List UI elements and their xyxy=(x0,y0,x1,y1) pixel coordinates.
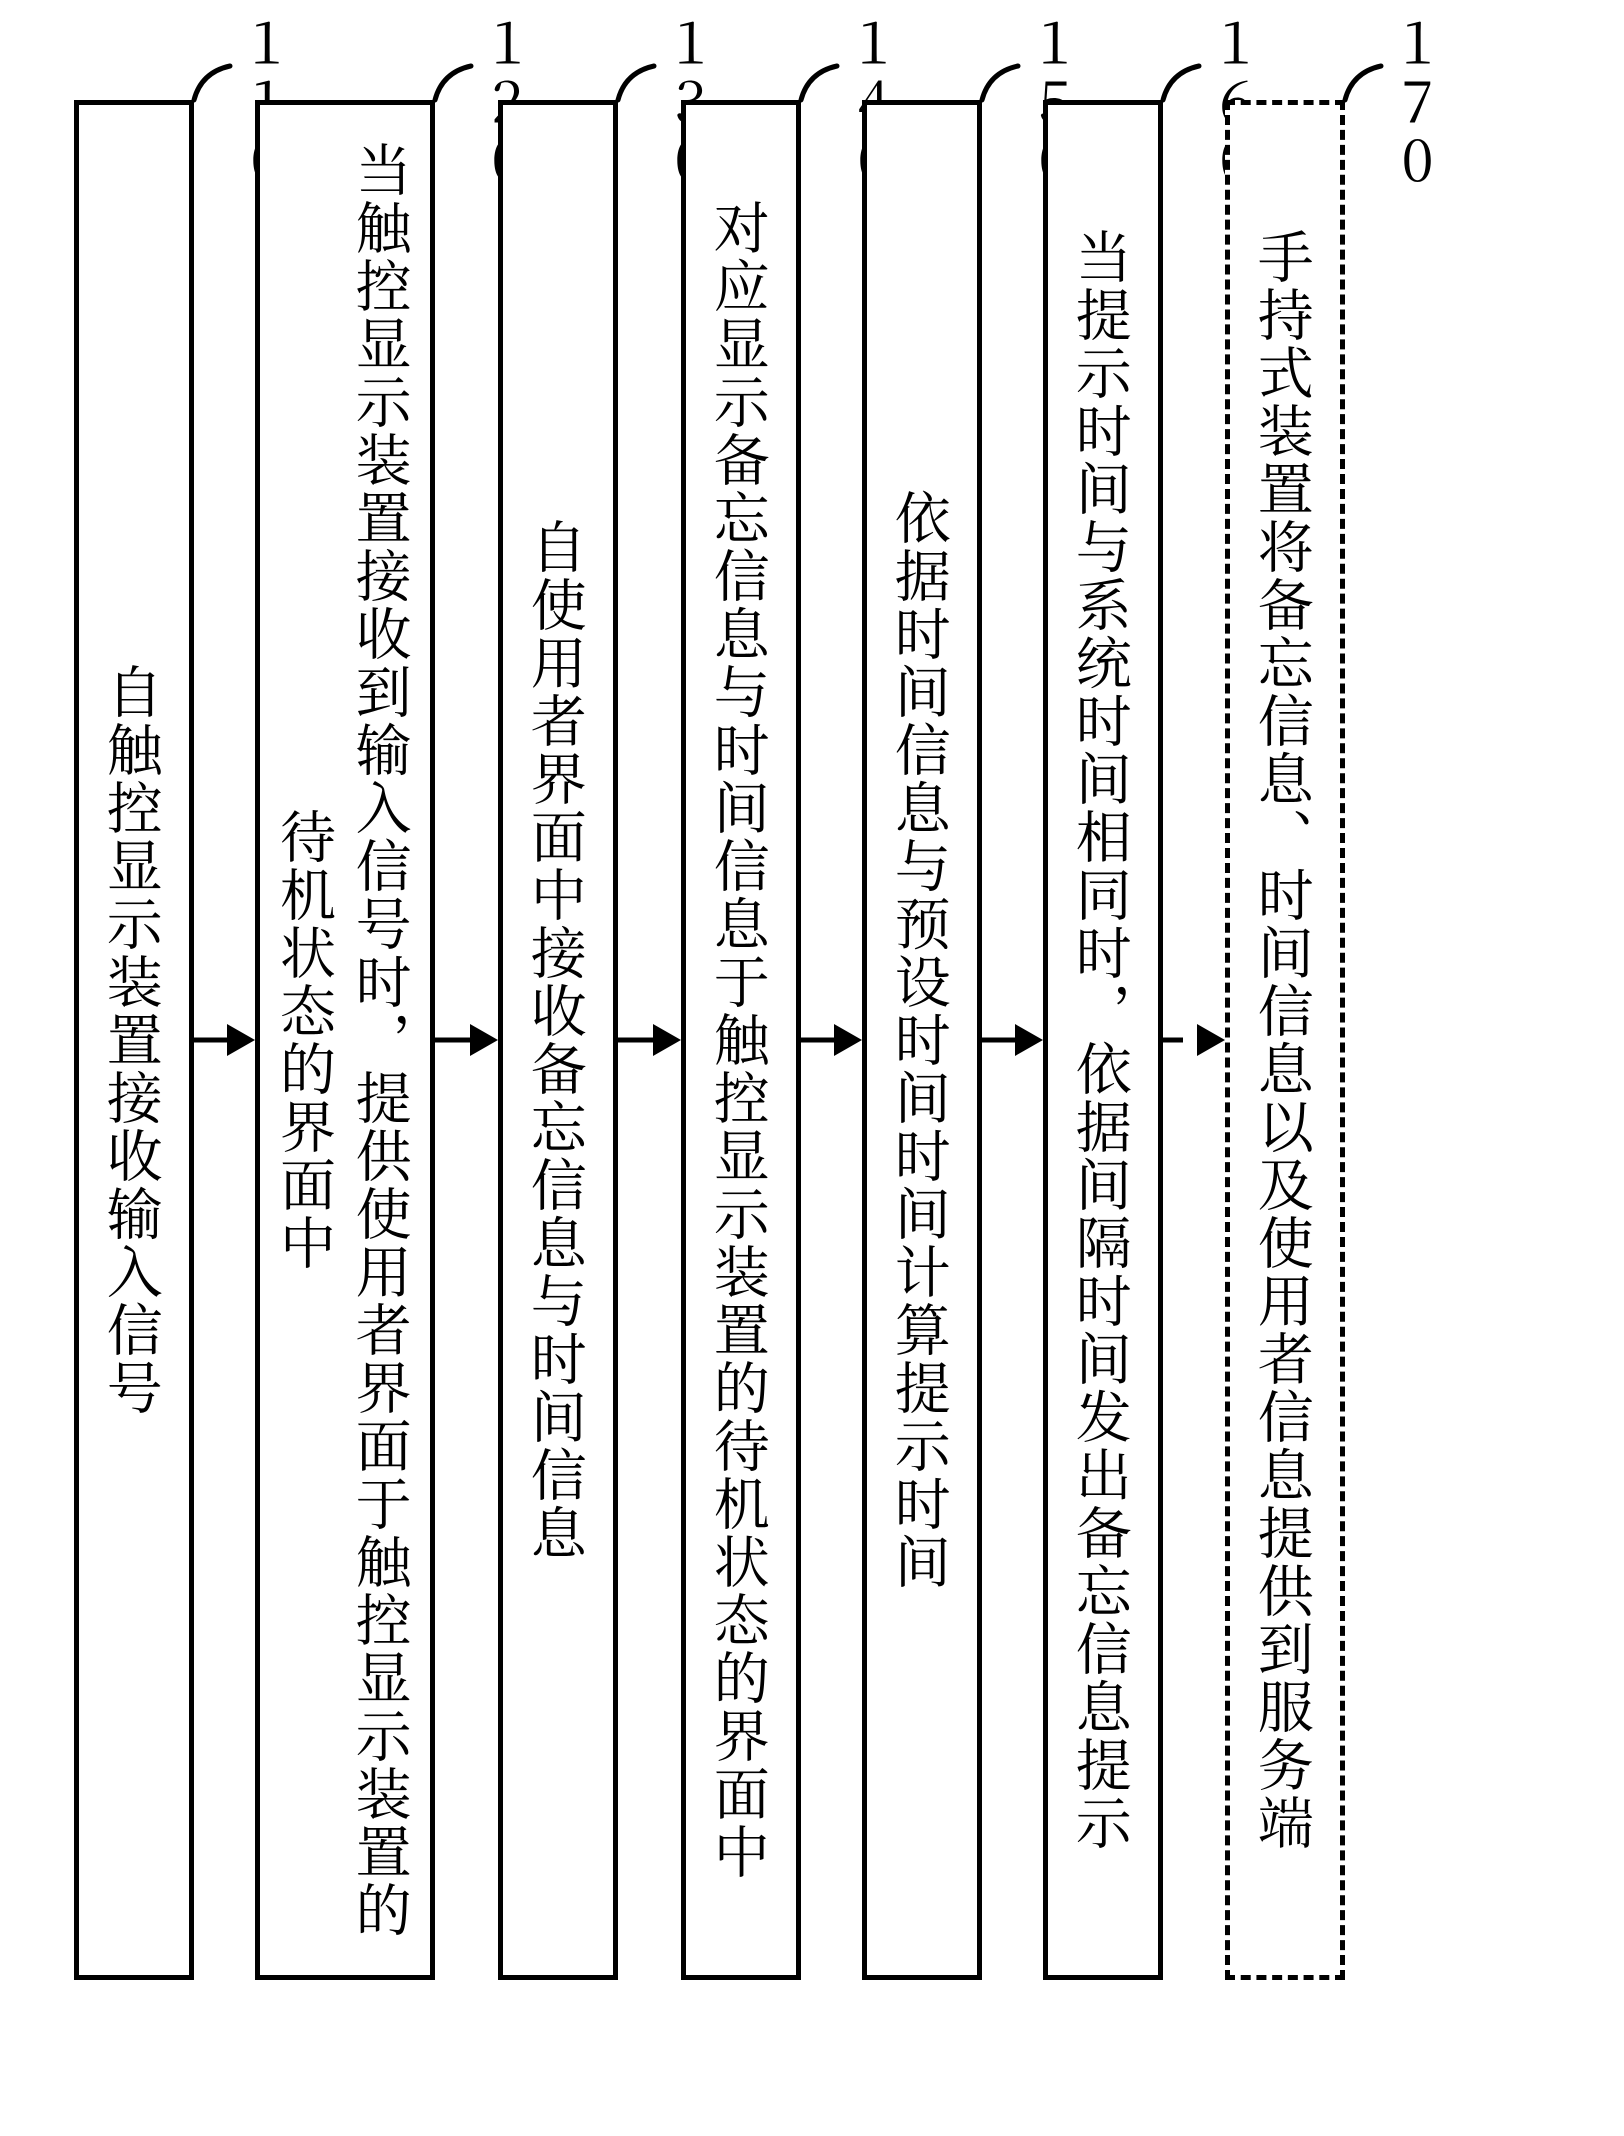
flow-step-text: 手持式装置将备忘信息、时间信息以及使用者信息提供到服务端 xyxy=(1247,228,1323,1852)
flow-step-140: 对应显示备忘信息与时间信息于触控显示装置的待机状态的界面中 xyxy=(681,100,801,1980)
flow-step-text: 对应显示备忘信息与时间信息于触控显示装置的待机状态的界面中 xyxy=(703,199,779,1881)
flow-step-160: 当提示时间与系统时间相同时，依据间隔时间发出备忘信息提示 xyxy=(1043,100,1163,1980)
flow-step-text: 自触控显示装置接收输入信号 xyxy=(96,663,172,1417)
flow-step-110: 自触控显示装置接收输入信号 xyxy=(74,100,194,1980)
flow-step-text: 当触控显示装置接收到输入信号时，提供使用者界面于触控显示装置的待机状态的界面中 xyxy=(269,120,420,1960)
flow-step-text: 当提示时间与系统时间相同时，依据间隔时间发出备忘信息提示 xyxy=(1065,228,1141,1852)
flow-step-170: 手持式装置将备忘信息、时间信息以及使用者信息提供到服务端 xyxy=(1225,100,1345,1980)
flow-step-130: 自使用者界面中接收备忘信息与时间信息 xyxy=(498,100,618,1980)
flow-step-120: 当触控显示装置接收到输入信号时，提供使用者界面于触控显示装置的待机状态的界面中 xyxy=(255,100,435,1980)
connector-overlay xyxy=(0,0,1624,2136)
flow-step-150: 依据时间信息与预设时间时间计算提示时间 xyxy=(862,100,982,1980)
flow-step-label-170: 170 xyxy=(1375,12,1460,188)
flow-step-text: 自使用者界面中接收备忘信息与时间信息 xyxy=(520,518,596,1562)
flowchart-canvas: 自触控显示装置接收输入信号110当触控显示装置接收到输入信号时，提供使用者界面于… xyxy=(0,0,1624,2136)
flow-step-text: 依据时间信息与预设时间时间计算提示时间 xyxy=(884,489,960,1591)
